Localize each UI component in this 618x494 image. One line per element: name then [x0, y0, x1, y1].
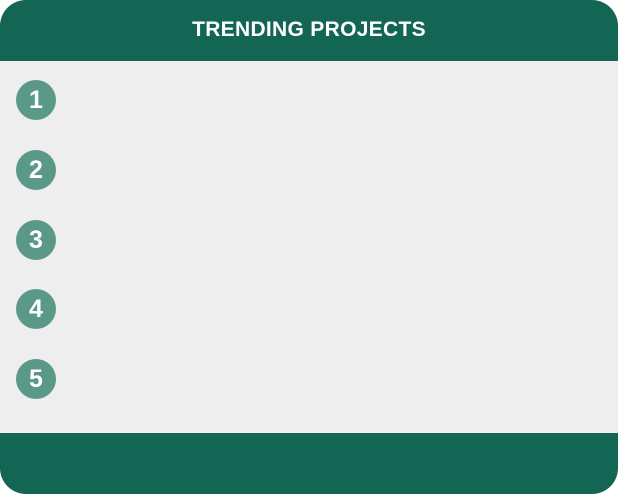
project-list-item[interactable]: 1 — [16, 80, 602, 120]
rank-badge: 4 — [16, 289, 56, 329]
widget-footer — [0, 433, 618, 494]
project-list: 1 2 3 4 5 — [0, 61, 618, 433]
project-list-item[interactable]: 2 — [16, 150, 602, 190]
project-list-item[interactable]: 5 — [16, 359, 602, 399]
rank-badge: 1 — [16, 80, 56, 120]
rank-badge: 5 — [16, 359, 56, 399]
widget-header: TRENDING PROJECTS — [0, 0, 618, 61]
rank-badge: 3 — [16, 220, 56, 260]
project-list-item[interactable]: 3 — [16, 220, 602, 260]
widget-title: TRENDING PROJECTS — [192, 17, 426, 41]
project-list-item[interactable]: 4 — [16, 289, 602, 329]
rank-badge: 2 — [16, 150, 56, 190]
